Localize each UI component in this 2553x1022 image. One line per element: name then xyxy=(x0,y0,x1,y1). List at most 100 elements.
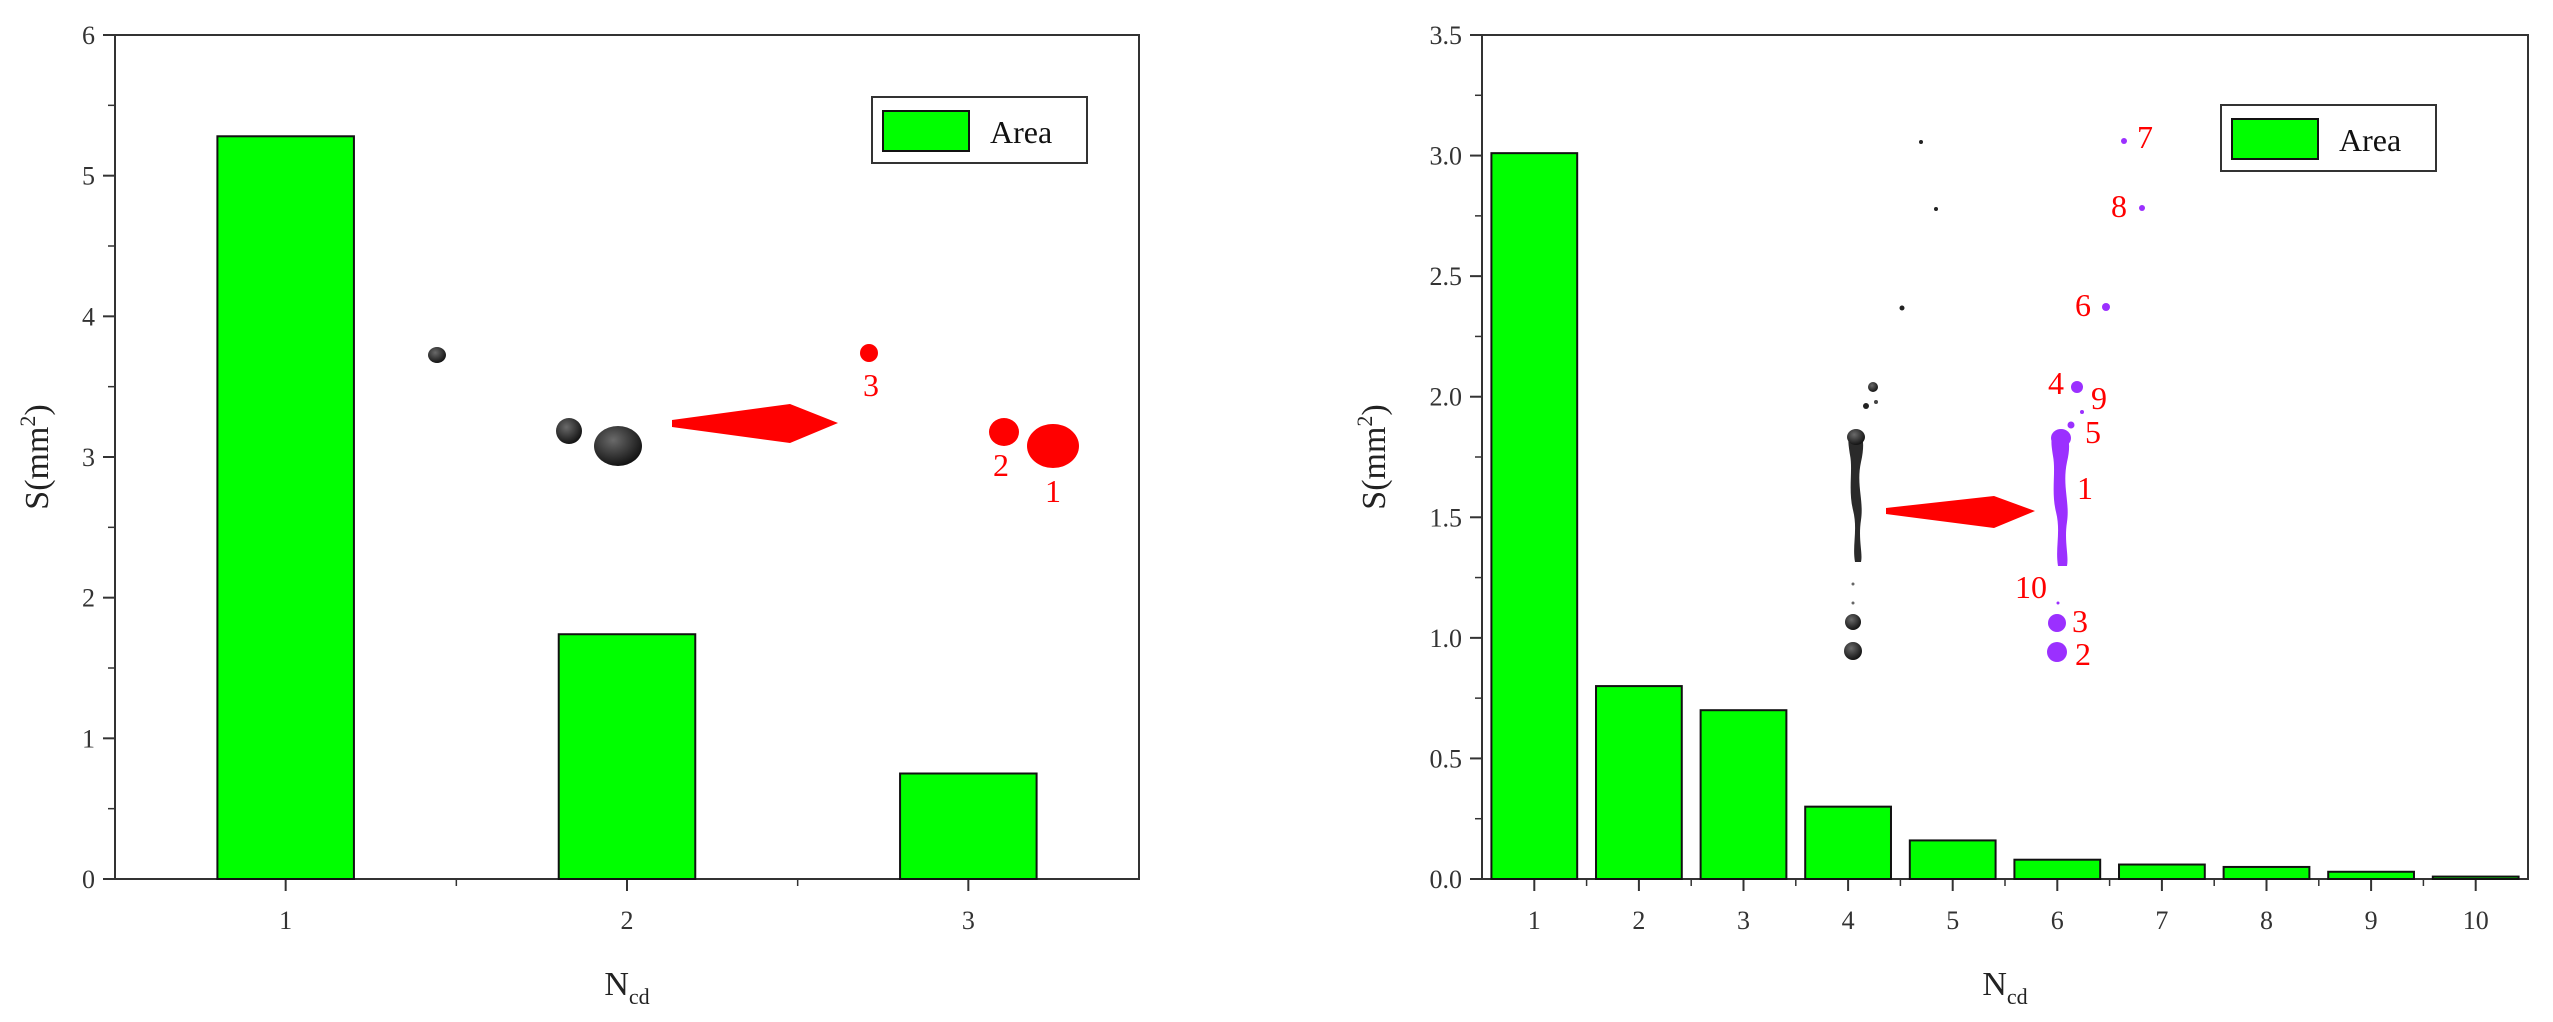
x-tick-label: 7 xyxy=(2155,906,2168,935)
droplet-marked-2 xyxy=(989,418,1019,446)
y-tick-label: 3.5 xyxy=(1430,21,1463,50)
inset-label: 10 xyxy=(2015,569,2047,605)
right-axis-ticks: 0.00.51.01.52.02.53.03.51 2 3 4 5 6 7 8 9 10 xyxy=(1430,21,2489,935)
y-tick-label: 0.5 xyxy=(1430,744,1463,773)
bar xyxy=(1699,709,1788,881)
right-legend-swatch xyxy=(2231,118,2319,160)
right-legend-label: Area xyxy=(2339,122,2401,158)
y-tick-label: 3 xyxy=(82,443,95,472)
inset-label: 2 xyxy=(2075,636,2091,672)
droplet-original xyxy=(1934,207,1938,211)
right-y-axis-title: S(mm2) xyxy=(1352,404,1393,509)
inset-label: 3 xyxy=(2072,603,2088,639)
bar xyxy=(1908,839,1997,880)
inset-label: 2 xyxy=(993,447,1009,483)
droplet-marked-8 xyxy=(2139,205,2145,211)
droplet-marked-9 xyxy=(2080,410,2084,414)
droplet-original xyxy=(1863,403,1869,409)
left-x-axis-title: Ncd xyxy=(604,966,649,1009)
inset-label: 9 xyxy=(2091,380,2107,416)
droplet-marked-10 xyxy=(2056,601,2060,605)
x-tick-label: 10 xyxy=(2463,906,2489,935)
bar xyxy=(2431,875,2520,880)
droplet-original-mid xyxy=(556,418,582,444)
droplet-marked-2 xyxy=(2047,642,2067,662)
y-tick-label: 2 xyxy=(82,584,95,613)
y-tick-label: 1 xyxy=(82,724,95,753)
left-y-axis-title: S(mm2) xyxy=(15,404,56,509)
droplet-marked-6 xyxy=(2102,303,2110,311)
bar xyxy=(216,135,355,880)
inset-label: 7 xyxy=(2137,119,2153,155)
right-chart: 0.00.51.01.52.02.53.03.51 2 3 4 5 6 7 8 9 10 S(mm… xyxy=(1352,21,2529,1009)
droplet-original xyxy=(1851,601,1855,605)
droplet-marked-4 xyxy=(2071,381,2083,393)
right-bars xyxy=(1490,152,2520,881)
droplet-original xyxy=(1868,382,1878,392)
bar xyxy=(2222,865,2311,881)
x-tick-label: 9 xyxy=(2365,906,2378,935)
droplet-original xyxy=(1919,140,1923,144)
x-tick-label: 2 xyxy=(1632,906,1645,935)
droplet-marked-1-ligament xyxy=(2051,430,2070,566)
droplet-original xyxy=(1844,642,1862,660)
right-legend: Area xyxy=(2220,104,2437,172)
right-y-axis-title-text: S(mm2) xyxy=(1352,404,1393,509)
x-tick-label: 8 xyxy=(2260,906,2273,935)
inset-label: 8 xyxy=(2111,188,2127,224)
left-legend-swatch xyxy=(882,110,970,152)
droplet-original xyxy=(1851,582,1855,586)
inset-label: 3 xyxy=(863,367,879,403)
bar xyxy=(1595,685,1683,880)
left-legend-label: Area xyxy=(990,114,1052,150)
y-tick-label: 6 xyxy=(82,21,95,50)
x-tick-label: 3 xyxy=(962,906,975,935)
bar xyxy=(557,633,697,880)
bar xyxy=(2013,858,2102,880)
bar xyxy=(2118,863,2206,881)
droplet-original-ligament xyxy=(1848,430,1864,562)
x-tick-label: 6 xyxy=(2051,906,2064,935)
x-tick-label: 1 xyxy=(279,906,292,935)
left-droplet-inset: 1 2 3 xyxy=(428,344,1079,509)
droplet-marked-1 xyxy=(2051,429,2071,447)
left-legend: Area xyxy=(871,96,1088,164)
inset-label: 4 xyxy=(2048,365,2064,401)
droplet-marked-1 xyxy=(1027,424,1079,468)
inset-label: 5 xyxy=(2085,414,2101,450)
droplet-original-large xyxy=(594,426,642,466)
left-axis-ticks: 0 1 2 3 4 5 6 1 2 3 xyxy=(82,21,975,935)
droplet-original xyxy=(1899,305,1905,311)
left-y-axis-title-text: S(mm2) xyxy=(15,404,56,509)
inset-label: 1 xyxy=(1045,473,1061,509)
x-tick-label: 5 xyxy=(1946,906,1959,935)
y-tick-label: 4 xyxy=(82,302,95,331)
right-x-axis-title: Ncd xyxy=(1982,966,2027,1009)
y-tick-label: 0 xyxy=(82,865,95,894)
bar xyxy=(2327,870,2415,880)
y-tick-label: 0.0 xyxy=(1430,865,1463,894)
y-tick-label: 3.0 xyxy=(1430,142,1463,171)
droplet-original-small xyxy=(428,347,446,363)
droplet-marked-3 xyxy=(2048,614,2066,632)
y-tick-label: 2.0 xyxy=(1430,383,1463,412)
left-bars xyxy=(216,135,1038,880)
droplet-original xyxy=(1847,429,1865,445)
inset-label: 1 xyxy=(2077,470,2093,506)
droplet-marked-5 xyxy=(2067,421,2075,429)
droplet-marked-3 xyxy=(860,344,878,362)
bar xyxy=(899,772,1038,880)
droplet-original xyxy=(1874,400,1878,404)
y-tick-label: 1.5 xyxy=(1430,503,1463,532)
left-red-arrow xyxy=(672,404,838,443)
bar xyxy=(1804,805,1892,881)
x-tick-label: 4 xyxy=(1842,906,1855,935)
x-tick-label: 2 xyxy=(621,906,634,935)
right-droplet-inset: 7 8 6 4 9 5 1 10 3 2 xyxy=(1844,119,2153,672)
bar xyxy=(1490,152,1579,881)
y-tick-label: 5 xyxy=(82,162,95,191)
inset-label: 6 xyxy=(2075,287,2091,323)
droplet-original xyxy=(1845,614,1861,630)
